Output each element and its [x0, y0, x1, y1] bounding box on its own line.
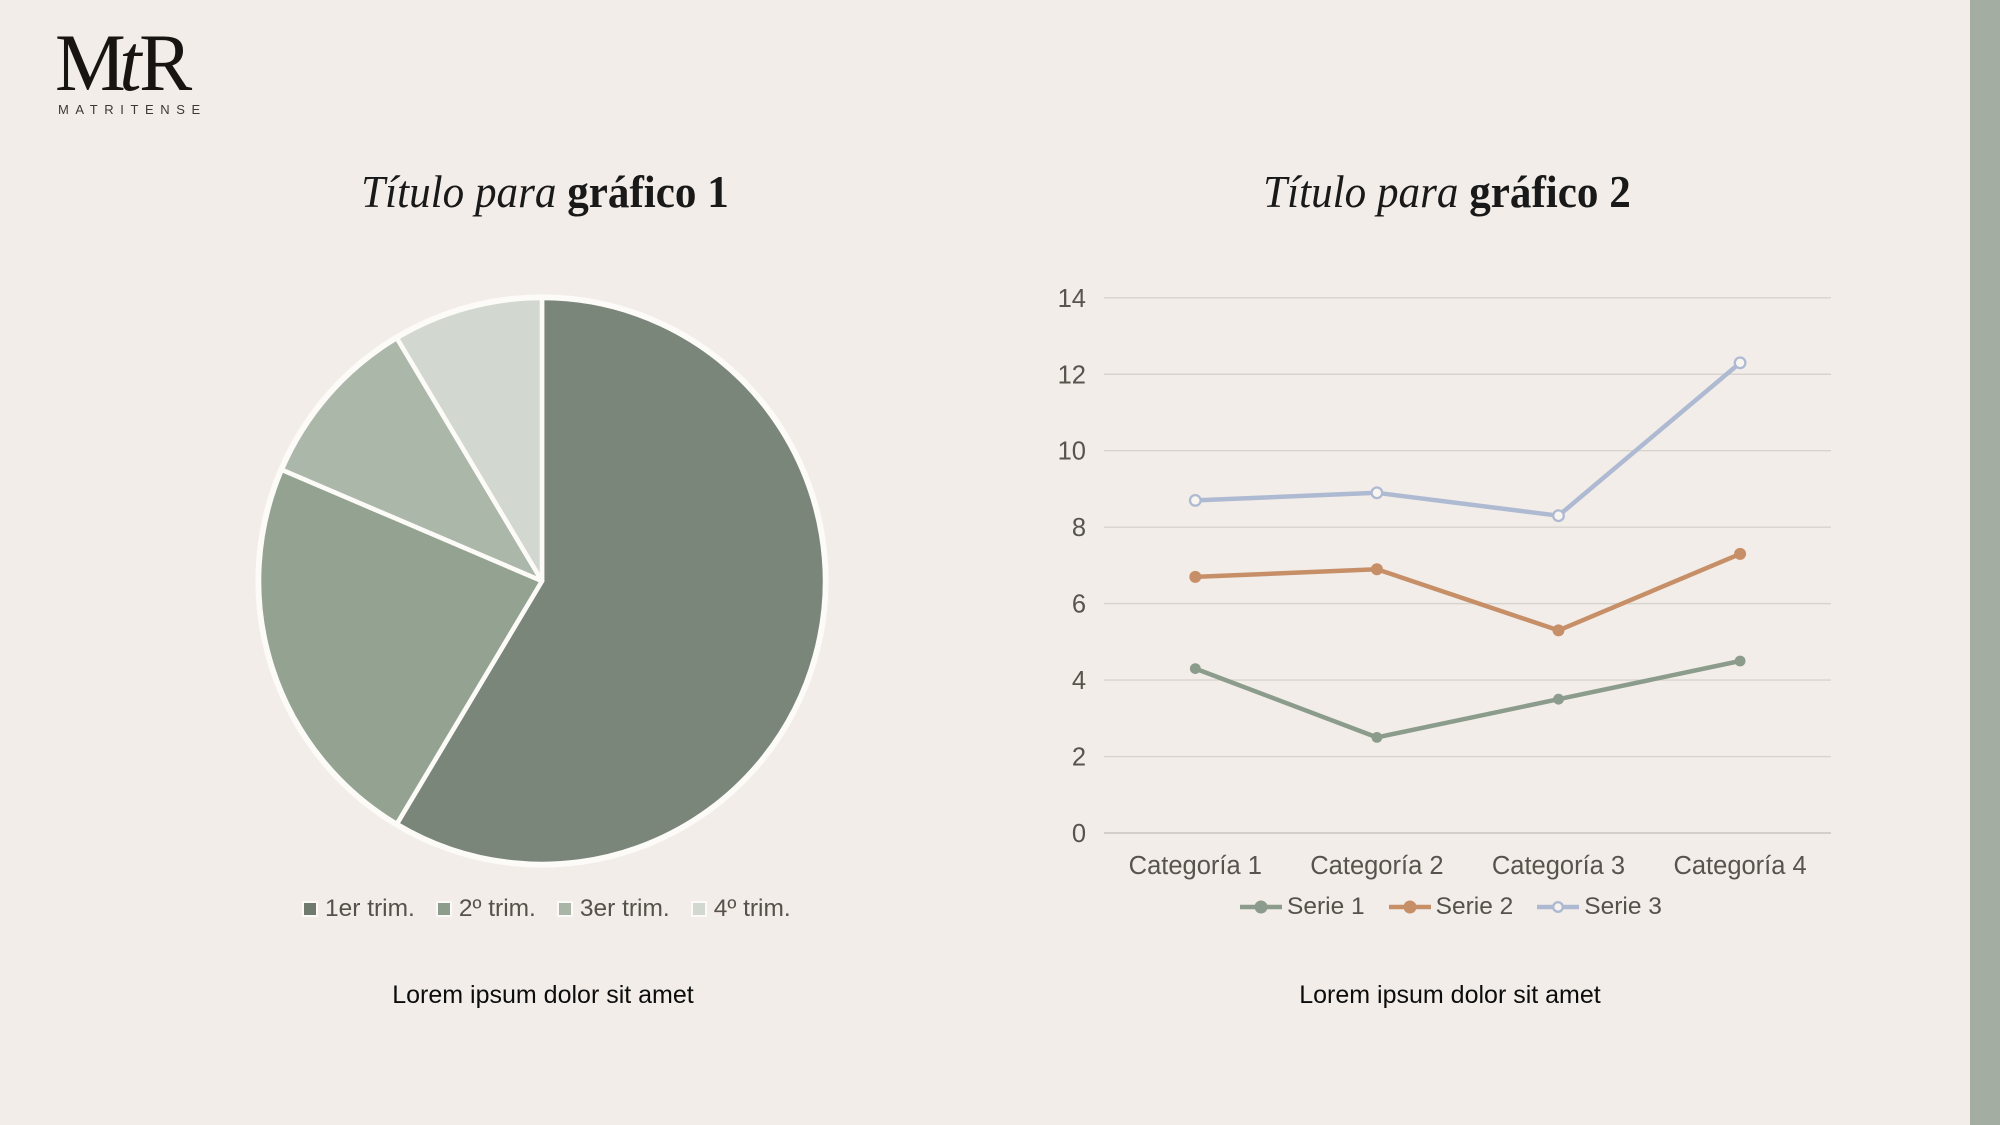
svg-text:4: 4: [1072, 667, 1086, 695]
svg-text:0: 0: [1072, 820, 1086, 848]
svg-text:12: 12: [1058, 361, 1086, 389]
svg-text:6: 6: [1072, 591, 1086, 619]
svg-text:Categoría 2: Categoría 2: [1310, 852, 1443, 880]
svg-text:Categoría 4: Categoría 4: [1673, 852, 1806, 880]
svg-text:10: 10: [1058, 438, 1086, 466]
svg-text:14: 14: [1058, 285, 1086, 313]
svg-text:8: 8: [1072, 514, 1086, 542]
svg-text:Categoría 1: Categoría 1: [1129, 852, 1262, 880]
svg-text:2: 2: [1072, 744, 1086, 772]
svg-text:Categoría 3: Categoría 3: [1492, 852, 1625, 880]
